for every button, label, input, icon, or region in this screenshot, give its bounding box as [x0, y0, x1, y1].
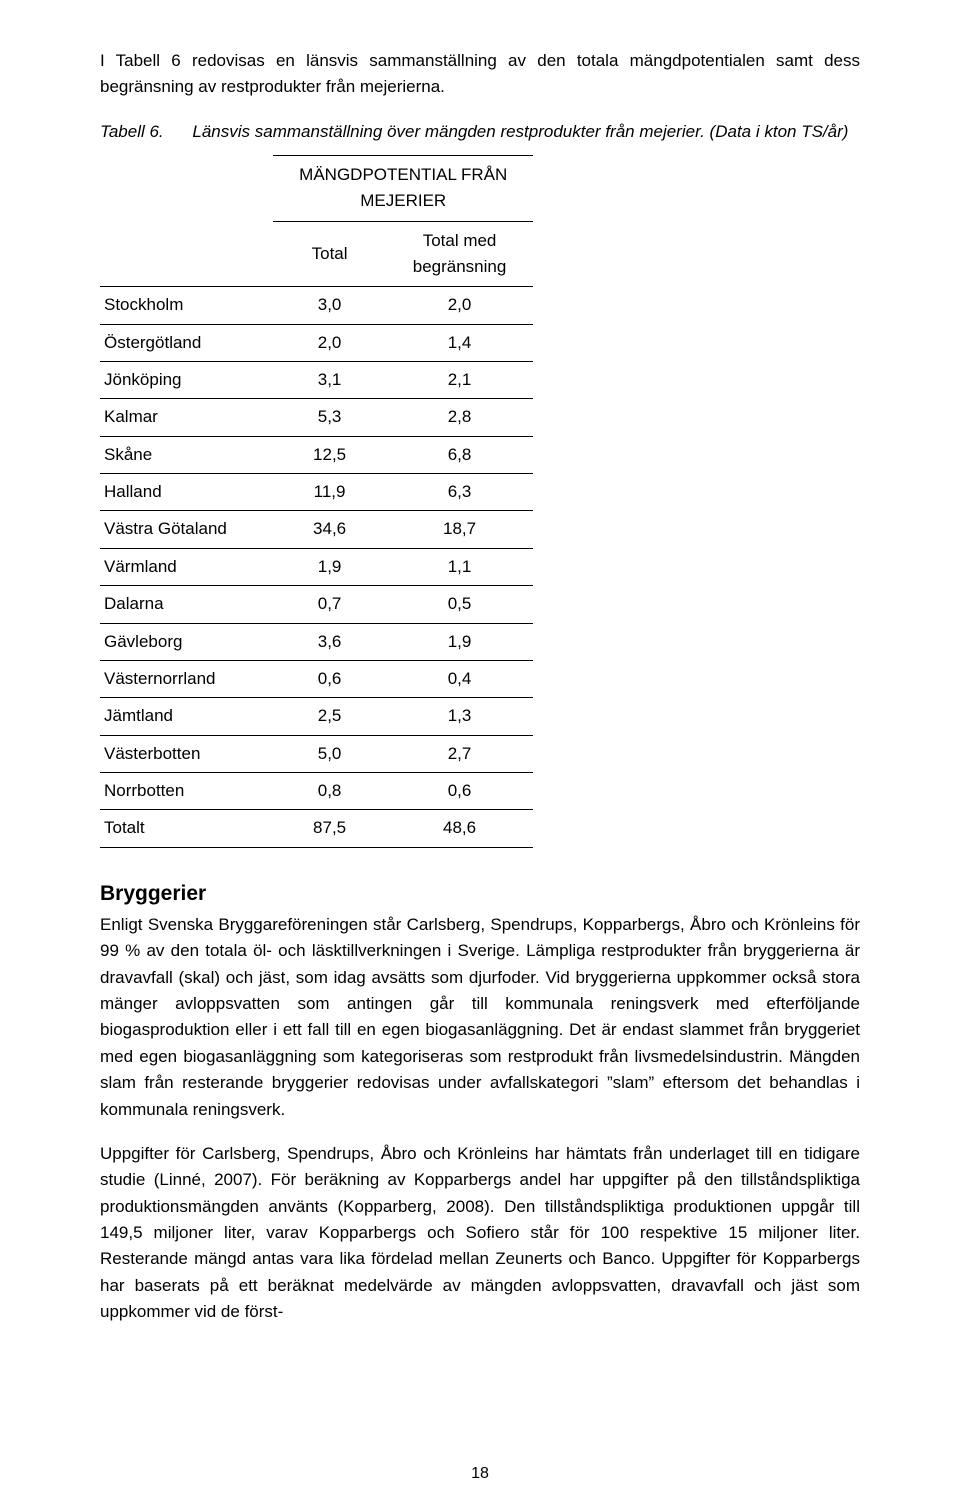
table-corner-cell [100, 156, 273, 222]
table-row-label: Norrbotten [100, 772, 273, 809]
table-cell: 1,1 [386, 548, 533, 585]
table-cell: 1,9 [386, 623, 533, 660]
table-row-label: Halland [100, 474, 273, 511]
table-cell: 0,6 [273, 660, 386, 697]
table-corner-cell-2 [100, 221, 273, 287]
table-cell: 6,8 [386, 436, 533, 473]
table-cell: 3,6 [273, 623, 386, 660]
table-cell: 1,9 [273, 548, 386, 585]
table-row-label: Dalarna [100, 586, 273, 623]
section-heading-bryggerier: Bryggerier [100, 878, 860, 911]
table-row: Norrbotten0,80,6 [100, 772, 533, 809]
table-cell: 2,1 [386, 362, 533, 399]
data-table: MÄNGDPOTENTIAL FRÅN MEJERIER Total Total… [100, 155, 533, 848]
table-row-label: Värmland [100, 548, 273, 585]
table-cell: 0,8 [273, 772, 386, 809]
table-cell: 2,8 [386, 399, 533, 436]
table-cell: 0,7 [273, 586, 386, 623]
table-row: Totalt87,548,6 [100, 810, 533, 847]
table-cell: 1,4 [386, 324, 533, 361]
table-row: Västernorrland0,60,4 [100, 660, 533, 697]
table-row: Skåne12,56,8 [100, 436, 533, 473]
bryggerier-para-1: Enligt Svenska Bryggareföreningen står C… [100, 912, 860, 1123]
table-cell: 48,6 [386, 810, 533, 847]
table-cell: 2,5 [273, 698, 386, 735]
table-row: Jönköping3,12,1 [100, 362, 533, 399]
table-cell: 5,0 [273, 735, 386, 772]
table-cell: 11,9 [273, 474, 386, 511]
table-row-label: Jämtland [100, 698, 273, 735]
table-row-label: Västra Götaland [100, 511, 273, 548]
table-row-label: Totalt [100, 810, 273, 847]
table-row: Halland11,96,3 [100, 474, 533, 511]
table-row: Dalarna0,70,5 [100, 586, 533, 623]
bryggerier-para-2: Uppgifter för Carlsberg, Spendrups, Åbro… [100, 1141, 860, 1325]
table-cell: 1,3 [386, 698, 533, 735]
table-cell: 5,3 [273, 399, 386, 436]
table-row: Västerbotten5,02,7 [100, 735, 533, 772]
table-row: Västra Götaland34,618,7 [100, 511, 533, 548]
table-caption: Tabell 6. Länsvis sammanställning över m… [100, 119, 860, 145]
table-cell: 6,3 [386, 474, 533, 511]
caption-text: Länsvis sammanställning över mängden res… [192, 122, 848, 141]
table-cell: 12,5 [273, 436, 386, 473]
table-row-label: Stockholm [100, 287, 273, 324]
caption-label: Tabell 6. [100, 122, 164, 141]
page: I Tabell 6 redovisas en länsvis sammanst… [0, 0, 960, 1511]
table-row: Gävleborg3,61,9 [100, 623, 533, 660]
table-row: Värmland1,91,1 [100, 548, 533, 585]
table-row-label: Jönköping [100, 362, 273, 399]
table-row-label: Kalmar [100, 399, 273, 436]
table-row: Östergötland2,01,4 [100, 324, 533, 361]
table-row-label: Västerbotten [100, 735, 273, 772]
page-number: 18 [0, 1462, 960, 1487]
table-col-header-1: Total [273, 221, 386, 287]
table-cell: 2,7 [386, 735, 533, 772]
table-sub-header-row: Total Total med begränsning [100, 221, 533, 287]
table-cell: 2,0 [273, 324, 386, 361]
table-cell: 0,5 [386, 586, 533, 623]
table-cell: 87,5 [273, 810, 386, 847]
table-row: Jämtland2,51,3 [100, 698, 533, 735]
table-cell: 0,4 [386, 660, 533, 697]
table-super-header: MÄNGDPOTENTIAL FRÅN MEJERIER [273, 156, 533, 222]
table-row: Kalmar5,32,8 [100, 399, 533, 436]
table-row: Stockholm3,02,0 [100, 287, 533, 324]
table-col-header-2: Total med begränsning [386, 221, 533, 287]
table-row-label: Gävleborg [100, 623, 273, 660]
table-row-label: Skåne [100, 436, 273, 473]
table-cell: 34,6 [273, 511, 386, 548]
table-row-label: Västernorrland [100, 660, 273, 697]
table-super-header-row: MÄNGDPOTENTIAL FRÅN MEJERIER [100, 156, 533, 222]
table-cell: 3,1 [273, 362, 386, 399]
table-cell: 2,0 [386, 287, 533, 324]
table-cell: 18,7 [386, 511, 533, 548]
table-cell: 3,0 [273, 287, 386, 324]
intro-paragraph: I Tabell 6 redovisas en länsvis sammanst… [100, 48, 860, 101]
table-row-label: Östergötland [100, 324, 273, 361]
table-cell: 0,6 [386, 772, 533, 809]
